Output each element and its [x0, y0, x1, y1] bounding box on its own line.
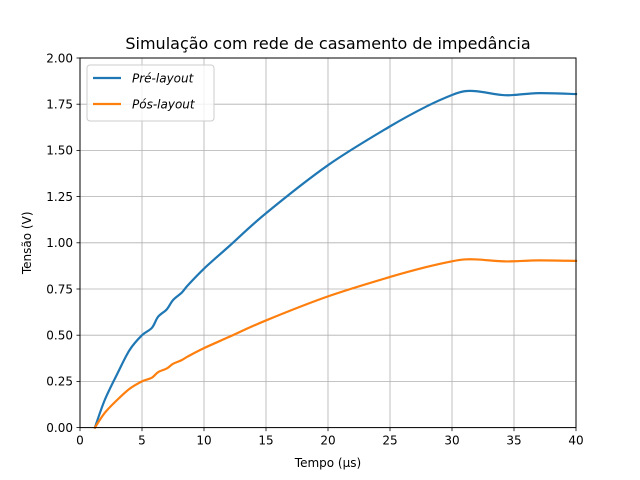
legend: Pré-layout Pós-layout	[86, 64, 215, 122]
x-tick-label: 10	[196, 434, 211, 448]
y-tick-label: 1.00	[46, 236, 73, 250]
y-tick-label: 1.50	[46, 144, 73, 158]
y-axis-label: Tensão (V)	[20, 211, 34, 275]
chart-title: Simulação com rede de casamento de imped…	[125, 34, 530, 53]
y-tick-label: 0.25	[46, 375, 73, 389]
x-tick-label: 30	[444, 434, 459, 448]
x-tick-label: 20	[320, 434, 335, 448]
x-tick-label: 40	[568, 434, 583, 448]
series-line-2	[93, 258, 578, 430]
x-axis-label: Tempo (µs)	[294, 456, 361, 470]
y-tick-label: 1.25	[46, 190, 73, 204]
y-tick-label: 0.75	[46, 282, 73, 296]
ticks: 0 5 10 15 20 25 30 35 40 0.00 0.25 0.50 0.75 1.00 1.25…	[46, 51, 583, 447]
x-tick-label: 5	[138, 434, 146, 448]
series-line-1	[93, 89, 578, 430]
y-tick-label: 0.50	[46, 329, 73, 343]
series-group	[93, 89, 578, 430]
legend-label-2: Pós-layout	[132, 97, 196, 111]
legend-label-1: Pré-layout	[132, 71, 195, 85]
x-tick-label: 35	[506, 434, 521, 448]
x-tick-label: 25	[382, 434, 397, 448]
x-tick-label: 15	[258, 434, 273, 448]
x-tick-label: 0	[76, 434, 84, 448]
y-tick-label: 2.00	[46, 51, 73, 65]
y-tick-label: 1.75	[46, 98, 73, 112]
y-tick-label: 0.00	[46, 421, 73, 435]
